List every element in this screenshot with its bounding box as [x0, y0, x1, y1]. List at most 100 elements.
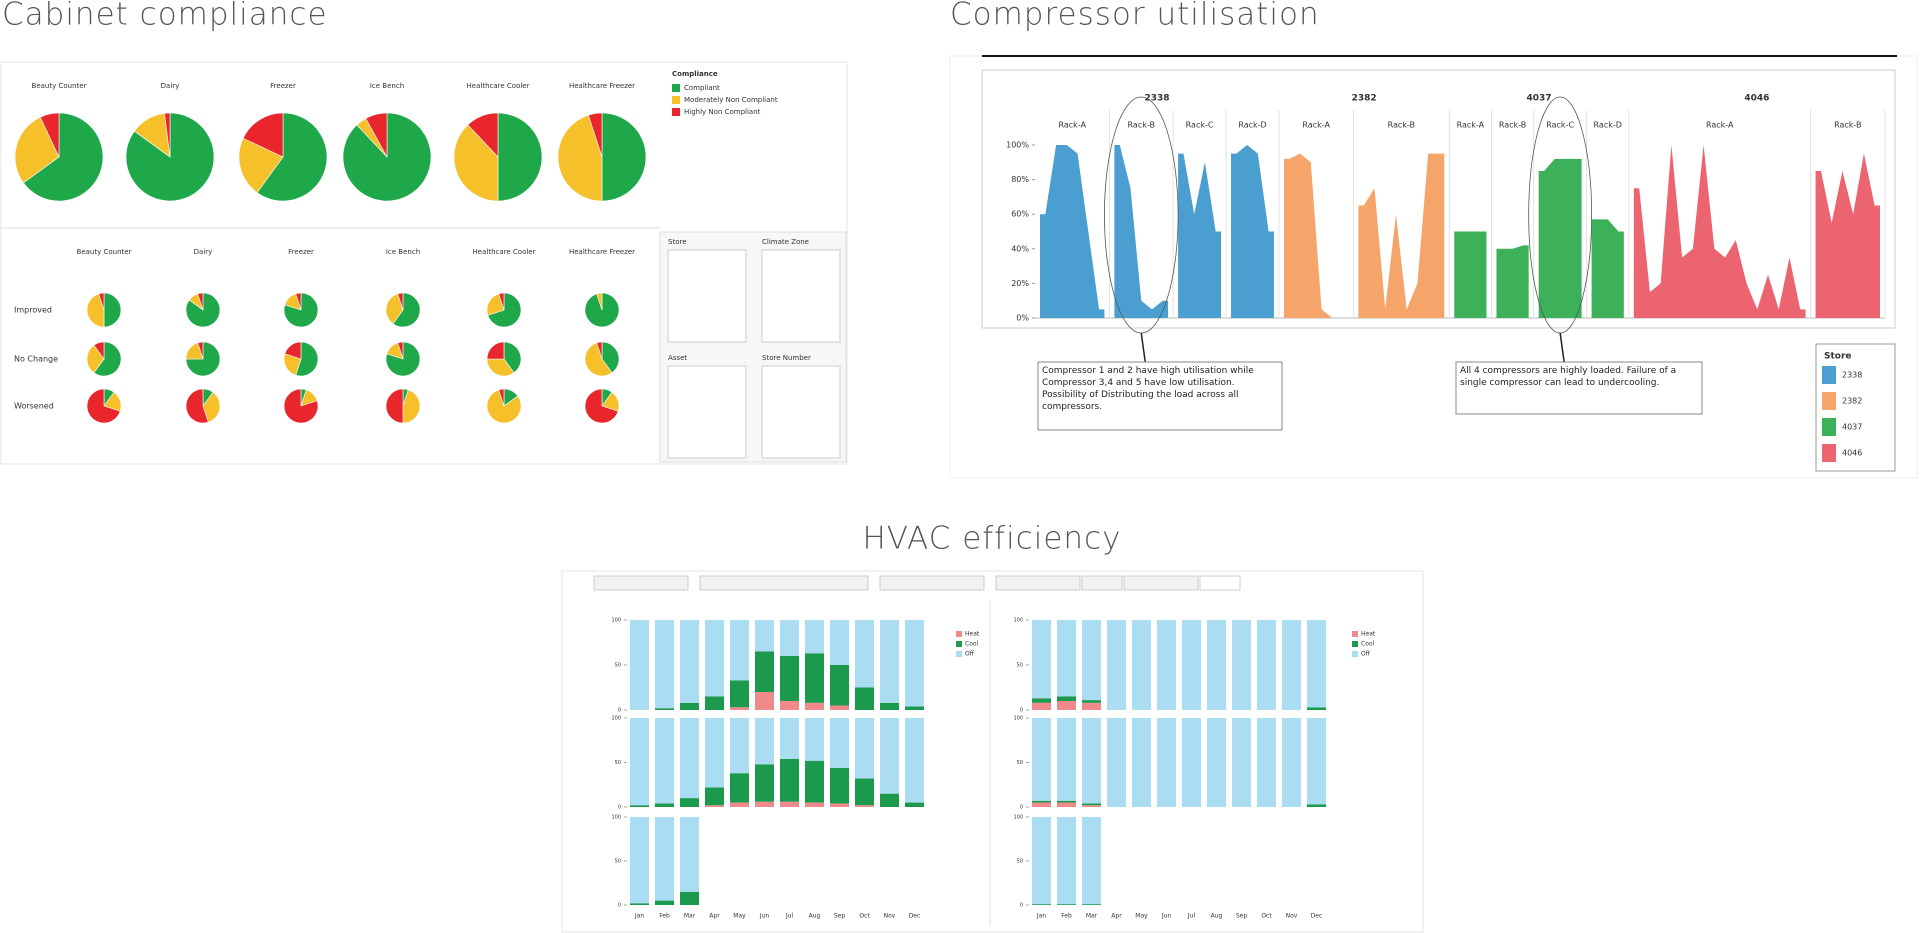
y-tick-label: 0 — [618, 708, 621, 714]
bar-segment — [755, 764, 774, 802]
pie-slice — [93, 341, 105, 360]
annotation-box — [1037, 361, 1283, 431]
bar-segment — [1232, 718, 1251, 807]
bar-segment — [705, 718, 724, 788]
bar-segment — [880, 620, 899, 703]
tab[interactable] — [1081, 575, 1123, 591]
pie-slice — [283, 388, 319, 424]
x-tick-label: Dec — [1311, 913, 1323, 920]
group-label: Freezer — [270, 82, 296, 90]
bar-segment — [730, 773, 749, 803]
bar-segment — [1032, 702, 1051, 710]
group-label: Healthcare Cooler — [473, 248, 536, 256]
pie-slice — [497, 112, 543, 202]
y-tick-label: 50 — [1017, 859, 1023, 865]
legend-label: Off — [965, 651, 975, 658]
y-tick-label: 100 — [1013, 815, 1023, 821]
x-tick-label: Apr — [709, 913, 720, 920]
bar-segment — [1032, 718, 1051, 801]
legend-label: Compliant — [684, 84, 720, 92]
utilisation-area — [1040, 145, 1105, 318]
utilisation-area — [1591, 219, 1624, 318]
y-tick-label: 0 — [1020, 708, 1023, 714]
utilisation-area — [1538, 158, 1582, 318]
bar-segment — [1257, 620, 1276, 710]
bar-segment — [1257, 718, 1276, 807]
pie-slice — [185, 388, 209, 424]
bar-segment — [730, 718, 749, 774]
pie-slice — [487, 292, 522, 328]
pie-slice — [86, 388, 121, 424]
tab[interactable] — [1199, 575, 1241, 591]
pie-slice — [498, 292, 505, 311]
bar-segment — [655, 718, 674, 804]
x-tick-label: Jun — [759, 913, 770, 920]
bar-segment — [1032, 800, 1051, 803]
bar-segment — [905, 620, 924, 707]
bar-segment — [1157, 718, 1176, 807]
x-tick-label: Jan — [634, 913, 644, 920]
tab[interactable] — [593, 575, 689, 591]
pie-slice — [22, 112, 104, 202]
section-title: HVAC efficiency — [863, 521, 1122, 557]
pie-slice — [93, 341, 122, 377]
section-title: Compressor utilisation — [950, 0, 1320, 33]
bar-segment — [830, 767, 849, 804]
y-tick-label: 0 — [618, 903, 621, 909]
bar-segment — [680, 798, 699, 807]
bar-segment — [805, 802, 824, 807]
filter-list[interactable] — [761, 249, 841, 343]
legend-label: Cool — [965, 641, 979, 648]
bar-segment — [1082, 817, 1101, 905]
legend-label: 2382 — [1842, 397, 1862, 406]
pie-slice — [584, 342, 613, 377]
pie-slice — [385, 388, 404, 424]
pie-slice — [486, 358, 515, 377]
pie-slice — [284, 341, 302, 360]
bar-segment — [830, 803, 849, 807]
pie-slice — [197, 341, 204, 360]
utilisation-area — [1283, 153, 1349, 318]
tab[interactable] — [879, 575, 985, 591]
bar-segment — [1182, 718, 1201, 807]
tabs — [593, 575, 1241, 591]
legend-title: Store — [1824, 352, 1852, 362]
rack-label: Rack-D — [1238, 121, 1266, 130]
bar-segment — [1132, 620, 1151, 710]
tab[interactable] — [699, 575, 869, 591]
tab[interactable] — [1123, 575, 1199, 591]
tab[interactable] — [995, 575, 1081, 591]
x-tick-label: Sep — [1236, 913, 1248, 920]
bar-segment — [655, 708, 674, 710]
filter-list[interactable] — [667, 249, 747, 343]
group-label: Freezer — [288, 248, 314, 256]
bar-segment — [705, 787, 724, 806]
rack-label: Rack-B — [1499, 121, 1526, 130]
y-tick-label: 50 — [1017, 663, 1023, 669]
legend-label: 4046 — [1842, 449, 1862, 458]
legend-swatch — [1822, 418, 1836, 436]
pie-slice — [197, 292, 204, 311]
legend-swatch — [672, 108, 680, 116]
utilisation-area — [1178, 153, 1222, 318]
filter-list[interactable] — [667, 365, 747, 459]
y-tick-label: 100% — [1006, 141, 1029, 150]
utilisation-area — [1633, 145, 1806, 318]
annotation-box — [1455, 361, 1703, 415]
bar-segment — [905, 706, 924, 710]
bar-segment — [780, 718, 799, 759]
bar-segment — [630, 817, 649, 904]
legend-label: 4037 — [1842, 423, 1862, 432]
bar-segment — [880, 793, 899, 807]
store-label: 4046 — [1744, 94, 1769, 104]
bar-segment — [630, 620, 649, 710]
pie-slice — [486, 341, 505, 360]
bar-segment — [705, 805, 724, 807]
filter-list[interactable] — [761, 365, 841, 459]
x-tick-label: May — [1135, 913, 1148, 920]
pie-slice — [295, 341, 319, 377]
x-tick-label: Oct — [1261, 913, 1272, 920]
bar-segment — [905, 802, 924, 807]
y-tick-label: 100 — [1013, 618, 1023, 624]
bar-segment — [830, 705, 849, 710]
